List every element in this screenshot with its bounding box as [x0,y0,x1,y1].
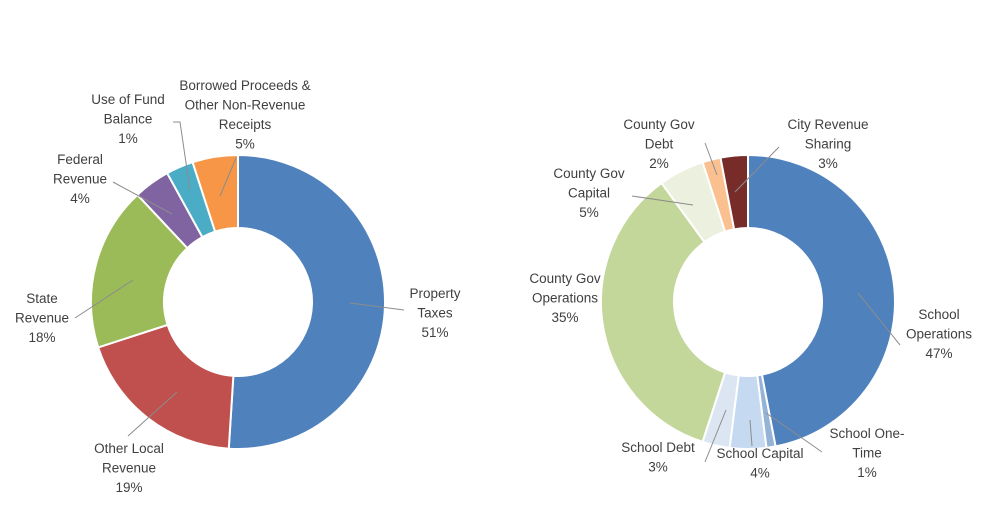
label-school-capital: School Capital 4% [716,446,803,481]
label-county-gov-operations: County Gov Operations 35% [529,271,601,325]
slice-other-local-revenue [96,323,235,450]
label-line: County Gov [529,271,601,286]
leader-line-city-revenue-sharing [734,146,780,193]
leader-line-county-gov-capital [631,195,694,206]
leader-line-other-local-revenue [127,391,178,437]
label-line: County Gov [553,166,625,181]
label-property-taxes: Property Taxes 51% [409,286,460,340]
label-percent: 3% [648,460,668,475]
label-school-operations: School Operations 47% [906,307,972,361]
revenue-donut-chart: Property Taxes 51% Other Local Revenue 19% Sta… [15,78,461,495]
label-borrowed-proceeds-and-other-non-revenue-receipts: Borrowed Proceeds & Other Non-Revenue Rece… [179,78,310,152]
label-city-revenue-sharing: City Revenue Sharing 3% [787,117,868,171]
leader-line-school-debt [704,409,727,463]
label-line: School Debt [621,440,695,455]
leader-line-county-gov-debt [704,142,718,176]
label-line: Revenue [102,461,156,476]
leader-line-use-of-fund-balance [173,121,191,191]
label-percent: 4% [70,191,90,206]
label-percent: 18% [28,330,55,345]
label-line: Revenue [15,311,69,326]
slice-state-revenue [90,193,189,349]
leader-line-federal-revenue [112,181,173,215]
label-line: Time [852,446,882,461]
leader-line-state-revenue [74,279,134,319]
label-school-debt: School Debt 3% [621,440,695,475]
label-percent: 5% [579,205,599,220]
label-line: Other Non-Revenue [185,98,306,113]
leader-line-school-capital [749,419,753,447]
label-line: Balance [104,112,153,127]
label-county-gov-debt: County Gov Debt 2% [623,117,695,171]
label-percent: 3% [818,156,838,171]
label-percent: 19% [115,480,142,495]
label-county-gov-capital: County Gov Capital 5% [553,166,625,220]
label-use-of-fund-balance: Use of Fund Balance 1% [91,92,165,146]
label-line: Sharing [805,137,852,152]
label-percent: 2% [649,156,669,171]
label-line: Receipts [219,117,272,132]
label-line: Federal [57,152,103,167]
label-line: State [26,291,58,306]
slice-borrowed-proceeds-and-other-non-revenue-receipts [191,153,239,233]
label-percent: 47% [925,346,952,361]
label-line: Capital [568,186,610,201]
label-line: Borrowed Proceeds & [179,78,310,93]
label-percent: 1% [118,131,138,146]
slice-property-taxes [227,153,386,450]
label-percent: 5% [235,137,255,152]
label-line: Operations [906,327,972,342]
label-school-one-time: School One- Time 1% [829,426,904,480]
expenditure-donut-chart: School Operations 47%School One-Time 1%Scho… [529,117,972,481]
label-line: Use of Fund [91,92,165,107]
label-percent: 4% [750,466,770,481]
label-line: School One- [829,426,904,441]
label-percent: 35% [551,310,578,325]
label-percent: 1% [857,465,877,480]
slice-county-gov-operations [600,181,727,444]
slice-school-operations [747,153,896,448]
label-line: Other Local [94,441,164,456]
leader-line-school-one-time [765,412,823,453]
label-line: School Capital [716,446,803,461]
label-percent: 51% [421,325,448,340]
leader-line-borrowed-proceeds-and-other-non-revenue-receipts [219,157,237,197]
label-line: Property [409,286,460,301]
label-state-revenue: State Revenue 18% [15,291,69,345]
label-line: Revenue [53,172,107,187]
leader-line-property-taxes [349,302,405,311]
label-line: Operations [532,291,598,306]
label-federal-revenue: Federal Revenue 4% [53,152,107,206]
leader-line-school-operations [857,292,901,346]
label-line: Debt [645,137,674,152]
label-line: City Revenue [787,117,868,132]
label-line: School [918,307,959,322]
slice-city-revenue-sharing [719,153,749,231]
label-line: County Gov [623,117,695,132]
label-other-local-revenue: Other Local Revenue 19% [94,441,164,495]
label-line: Taxes [417,306,453,321]
